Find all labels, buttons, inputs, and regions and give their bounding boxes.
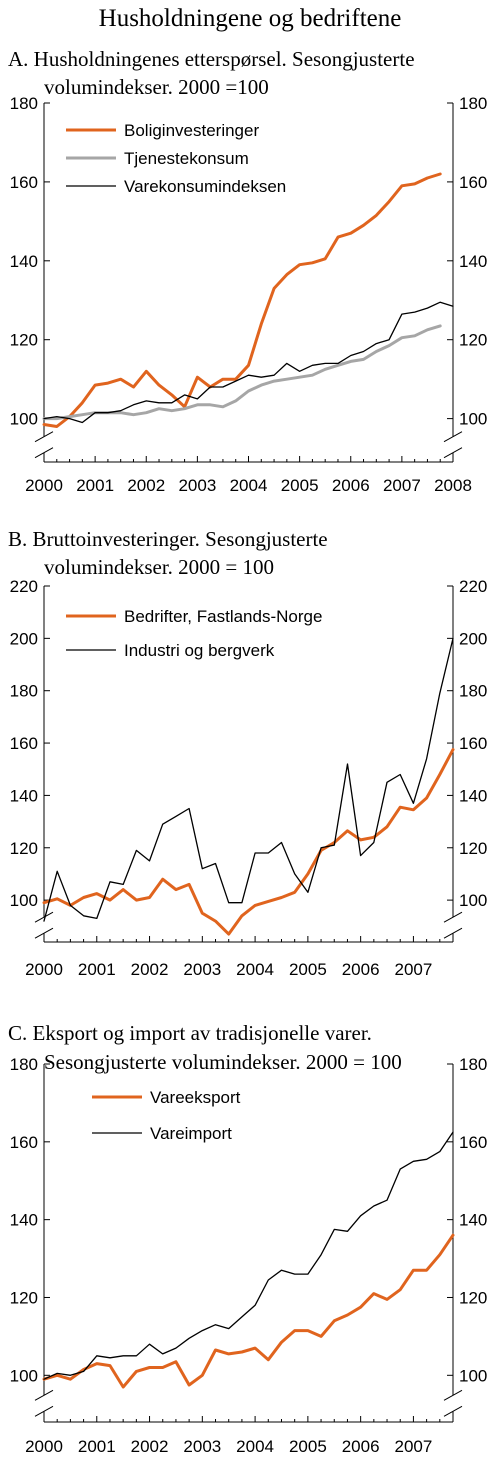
y-tick-label-left: 100 xyxy=(10,891,38,910)
y-tick-label-left: 140 xyxy=(10,786,38,805)
y-tick-label-left: 180 xyxy=(10,1055,38,1074)
x-tick-label: 2002 xyxy=(131,1437,169,1456)
chart-title-line: C. Eksport og import av tradisjonelle va… xyxy=(8,1021,372,1045)
y-tick-label-left: 100 xyxy=(10,410,38,429)
chart-title-line: A. Husholdningenes etterspørsel. Sesongj… xyxy=(8,47,415,71)
x-tick-label: 2007 xyxy=(383,476,421,495)
x-tick-label: 2004 xyxy=(230,476,268,495)
y-tick-label-left: 100 xyxy=(10,1366,38,1385)
y-tick-label-right: 100 xyxy=(459,891,487,910)
chart-title-line: volumindekser. 2000 =100 xyxy=(44,75,269,99)
x-tick-label: 2005 xyxy=(289,960,327,979)
y-tick-label-right: 140 xyxy=(459,786,487,805)
y-tick-label-right: 180 xyxy=(459,94,487,113)
y-tick-label-left: 120 xyxy=(10,1288,38,1307)
y-tick-label-right: 120 xyxy=(459,1288,487,1307)
legend-label: Boliginvesteringer xyxy=(124,121,259,140)
x-tick-label: 2006 xyxy=(342,960,380,979)
x-tick-label: 2008 xyxy=(434,476,472,495)
axis-break-mark xyxy=(34,447,54,459)
x-tick-label: 2001 xyxy=(78,1437,116,1456)
legend-label: Industri og bergverk xyxy=(124,641,275,660)
x-tick-label: 2005 xyxy=(289,1437,327,1456)
y-tick-label-left: 180 xyxy=(10,682,38,701)
axis-break-mark xyxy=(443,911,463,923)
legend-label: Bedrifter, Fastlands-Norge xyxy=(124,607,322,626)
y-tick-label-left: 160 xyxy=(10,173,38,192)
y-tick-label-left: 140 xyxy=(10,1211,38,1230)
chart-title-line: B. Bruttoinvesteringer. Sesongjusterte xyxy=(8,527,328,551)
y-tick-label-right: 120 xyxy=(459,331,487,350)
y-tick-label-right: 180 xyxy=(459,682,487,701)
axis-break-mark xyxy=(34,911,54,923)
x-tick-label: 2003 xyxy=(183,1437,221,1456)
x-tick-label: 2007 xyxy=(395,1437,433,1456)
figure-title: Husholdningene og bedriftene xyxy=(99,5,402,32)
x-tick-label: 2000 xyxy=(25,1437,63,1456)
x-tick-label: 2005 xyxy=(281,476,319,495)
axis-break-mark xyxy=(34,1405,54,1417)
y-tick-label-left: 220 xyxy=(10,577,38,596)
chart-panel-a: A. Husholdningenes etterspørsel. Sesongj… xyxy=(8,47,487,495)
chart-panel-c: C. Eksport og import av tradisjonelle va… xyxy=(8,1021,487,1456)
x-tick-label: 2004 xyxy=(236,1437,274,1456)
series-line xyxy=(43,637,454,922)
x-tick-label: 2001 xyxy=(76,476,114,495)
y-tick-label-right: 140 xyxy=(459,252,487,271)
x-tick-label: 2002 xyxy=(131,960,169,979)
series-line xyxy=(43,301,454,424)
y-tick-label-left: 200 xyxy=(10,629,38,648)
legend-label: Vareeksport xyxy=(150,1088,241,1107)
axis-break-mark xyxy=(34,1389,54,1401)
x-tick-label: 2007 xyxy=(395,960,433,979)
legend-label: Varekonsumindeksen xyxy=(124,177,286,196)
series-line xyxy=(42,172,442,428)
x-tick-label: 2004 xyxy=(236,960,274,979)
x-tick-label: 2003 xyxy=(183,960,221,979)
x-tick-label: 2006 xyxy=(332,476,370,495)
axis-break-mark xyxy=(443,1389,463,1401)
axis-break-mark xyxy=(443,927,463,939)
axis-break-mark xyxy=(443,447,463,459)
x-tick-label: 2001 xyxy=(78,960,116,979)
y-tick-label-right: 160 xyxy=(459,173,487,192)
axis-break-mark xyxy=(34,927,54,939)
chart-panel-b: B. Bruttoinvesteringer. Sesongjusterte vo… xyxy=(8,527,487,979)
axis-break-mark xyxy=(34,431,54,443)
y-tick-label-right: 100 xyxy=(459,1366,487,1385)
axis-break-mark xyxy=(443,431,463,443)
y-tick-label-left: 160 xyxy=(10,1133,38,1152)
y-tick-label-right: 120 xyxy=(459,839,487,858)
axis-break-mark xyxy=(443,1405,463,1417)
legend-label: Tjenestekonsum xyxy=(124,149,249,168)
x-tick-label: 2000 xyxy=(25,960,63,979)
y-tick-label-left: 120 xyxy=(10,331,38,350)
y-tick-label-right: 100 xyxy=(459,410,487,429)
y-tick-label-right: 200 xyxy=(459,629,487,648)
y-tick-label-left: 180 xyxy=(10,94,38,113)
legend-label: Vareimport xyxy=(150,1124,232,1143)
y-tick-label-left: 120 xyxy=(10,839,38,858)
x-tick-label: 2002 xyxy=(127,476,165,495)
series-line xyxy=(43,1131,454,1380)
y-tick-label-right: 180 xyxy=(459,1055,487,1074)
x-tick-label: 2000 xyxy=(25,476,63,495)
y-tick-label-right: 140 xyxy=(459,1211,487,1230)
y-tick-label-left: 160 xyxy=(10,734,38,753)
y-tick-label-left: 140 xyxy=(10,252,38,271)
y-tick-label-right: 160 xyxy=(459,1133,487,1152)
chart-title-line: volumindekser. 2000 = 100 xyxy=(44,555,274,579)
y-tick-label-right: 220 xyxy=(459,577,487,596)
x-tick-label: 2006 xyxy=(342,1437,380,1456)
series-line xyxy=(42,748,455,936)
series-line xyxy=(42,1233,455,1389)
y-tick-label-right: 160 xyxy=(459,734,487,753)
x-tick-label: 2003 xyxy=(178,476,216,495)
chart-title-line: Sesongjusterte volumindekser. 2000 = 100 xyxy=(44,1050,402,1074)
